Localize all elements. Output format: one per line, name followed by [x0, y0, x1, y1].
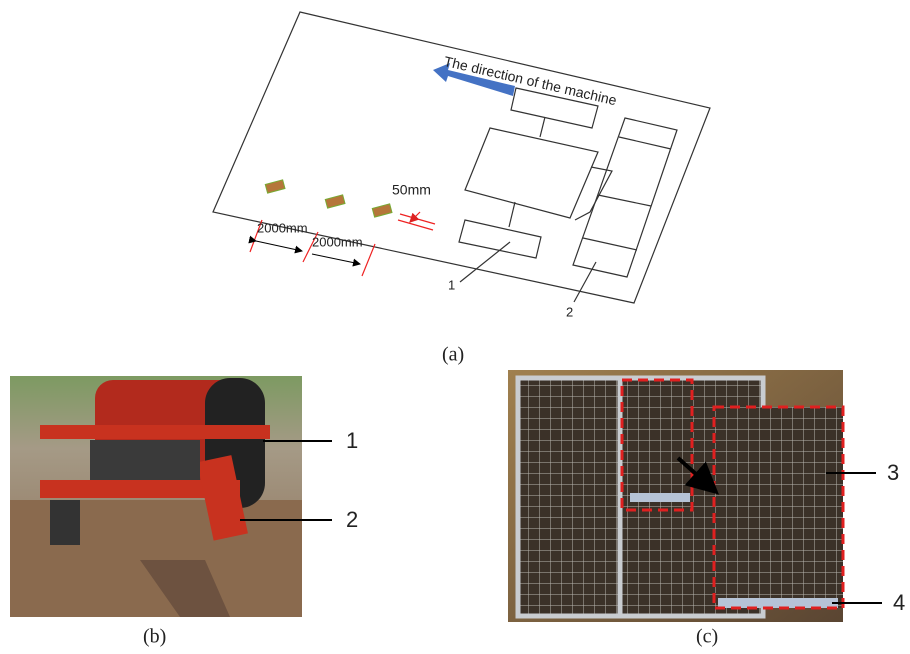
- box: [465, 128, 598, 218]
- seed: [372, 204, 392, 217]
- dimension: [256, 241, 302, 251]
- callout: 3: [887, 460, 899, 485]
- seed: [325, 195, 345, 208]
- photo-c: [508, 370, 843, 622]
- panel-label: (b): [143, 626, 166, 648]
- figure: The direction of the machine 50mm 2000mm…: [0, 0, 910, 654]
- callout: 4: [893, 590, 905, 615]
- divider: [598, 195, 651, 206]
- divider: [619, 137, 671, 149]
- spacing-text: 50mm: [392, 182, 431, 198]
- panel-label: (c): [696, 626, 718, 648]
- callout: 2: [566, 304, 573, 319]
- hopper: [573, 118, 677, 277]
- divider: [583, 238, 637, 250]
- seed: [265, 180, 285, 193]
- panel-label: (a): [442, 344, 464, 366]
- dimension: [312, 254, 360, 264]
- distance-text: 2000mm: [257, 220, 308, 235]
- link: [540, 117, 545, 137]
- callout: 2: [346, 507, 358, 532]
- distance-text: 2000mm: [312, 234, 363, 249]
- box: [459, 220, 541, 258]
- photo-b: [10, 376, 302, 617]
- seeds: [265, 180, 392, 217]
- callout: 1: [346, 428, 358, 453]
- link: [509, 202, 515, 227]
- callout: 1: [448, 277, 455, 292]
